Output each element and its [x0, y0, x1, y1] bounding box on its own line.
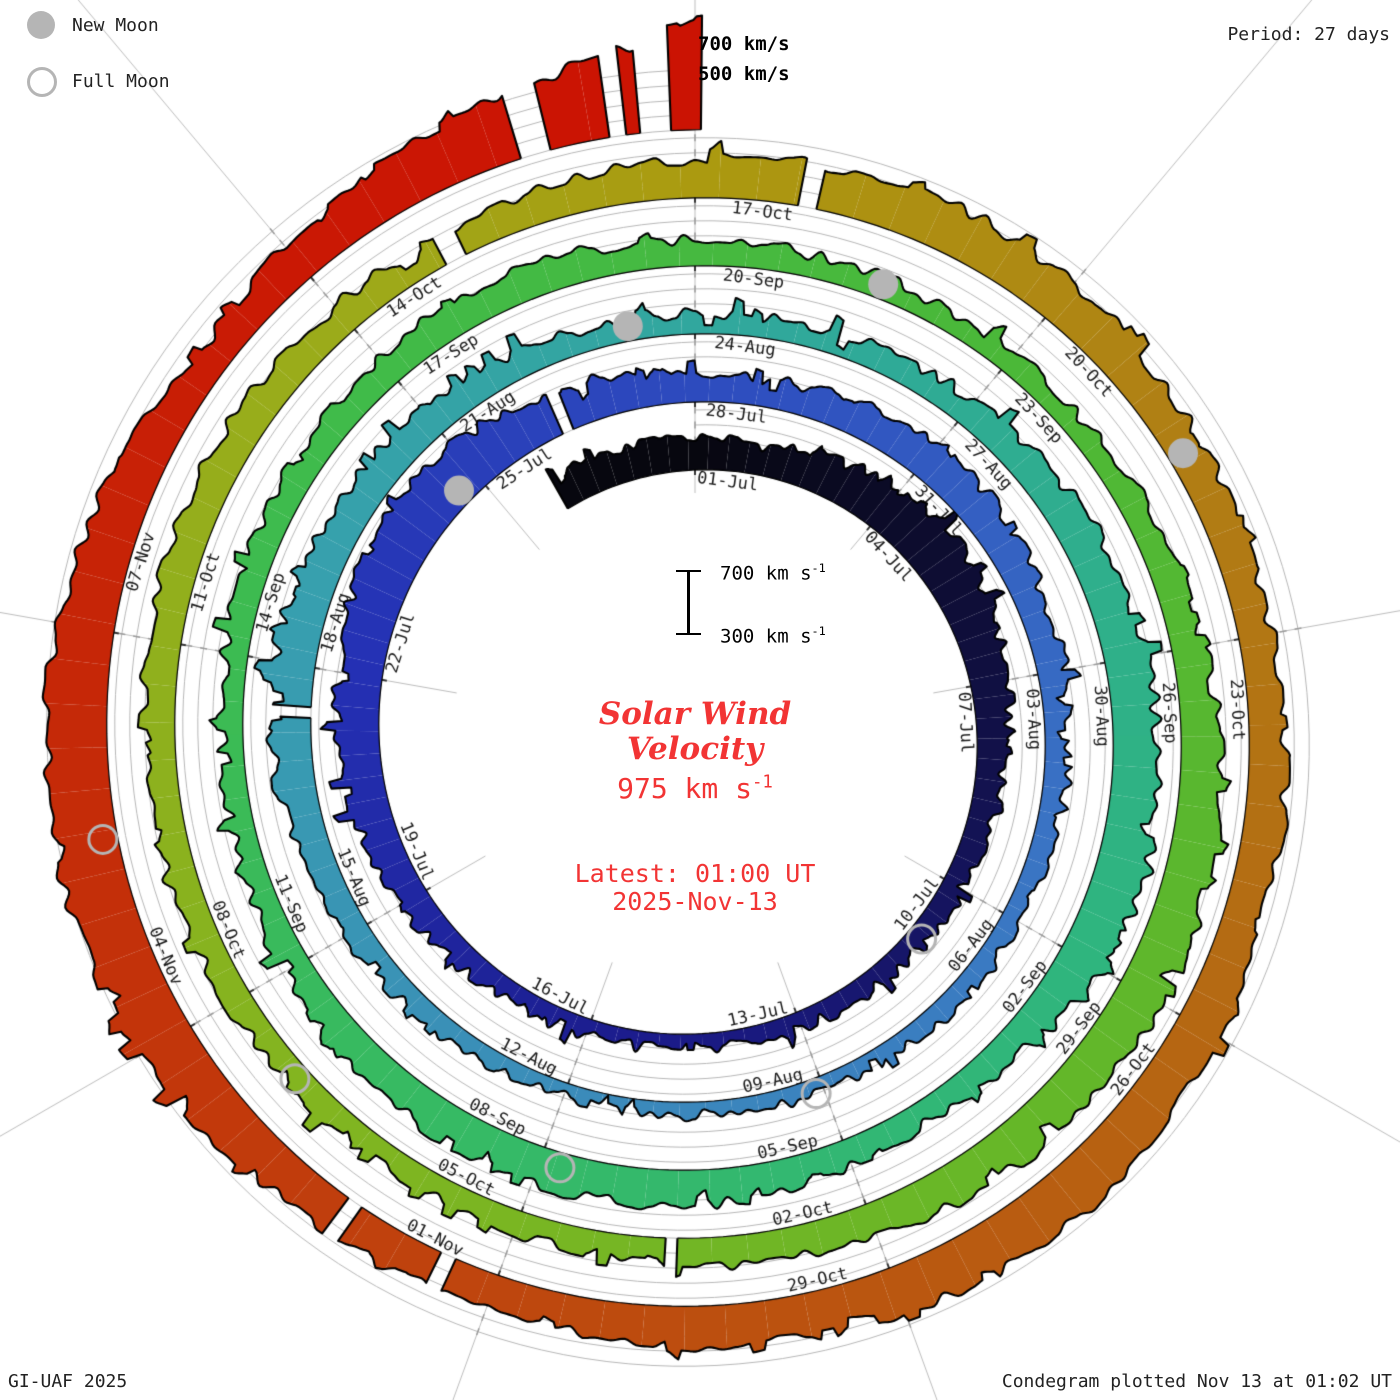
top-scale-700-label: 700 km/s — [698, 33, 790, 55]
plotted-timestamp-label: Condegram plotted Nov 13 at 01:02 UT — [1001, 1371, 1392, 1392]
top-scale-500-label: 500 km/s — [698, 63, 790, 85]
scale-300-label: 300 km s-1 — [720, 624, 826, 648]
latest-timestamp: Latest: 01:00 UT 2025-Nov-13 — [574, 859, 816, 916]
scale-700-label: 700 km s-1 — [720, 561, 826, 585]
full-moon-label: Full Moon — [72, 71, 170, 92]
chart-title: Solar Wind Velocity — [598, 696, 792, 767]
full-moon-icon — [27, 67, 57, 97]
velocity-scale-bar — [687, 571, 690, 634]
new-moon-icon — [27, 11, 55, 39]
latest-velocity-value: 975 km s-1 — [617, 772, 773, 805]
velocity-scale-bar-bottom-cap — [676, 633, 701, 635]
velocity-scale-bar-top-cap — [676, 570, 701, 572]
new-moon-label: New Moon — [72, 15, 159, 36]
period-label: Period: 27 days — [1227, 24, 1390, 45]
credit-label: GI-UAF 2025 — [8, 1371, 128, 1392]
